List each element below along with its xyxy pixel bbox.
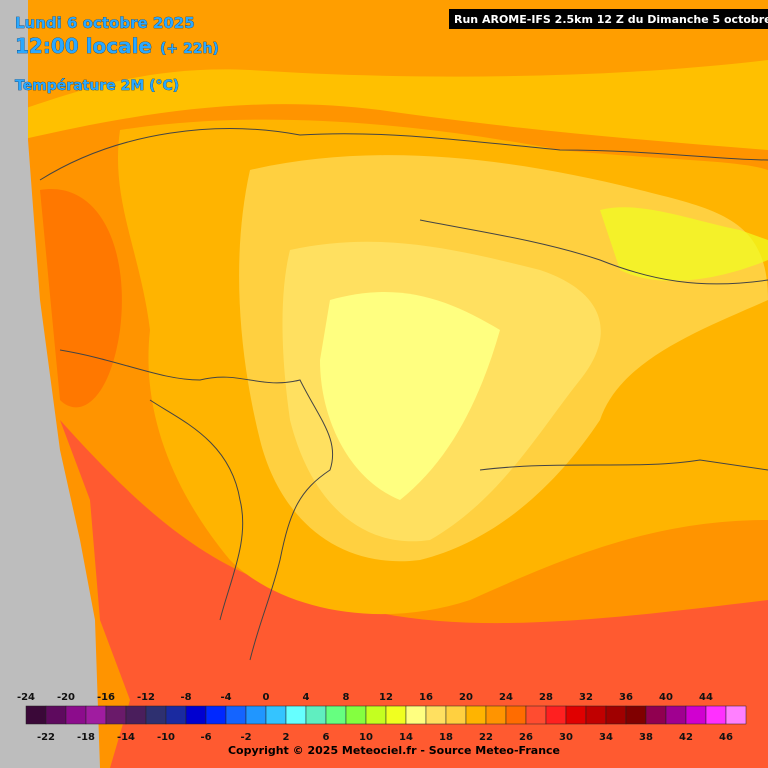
time: 12:00 locale: [15, 34, 152, 58]
legend-label: 2: [283, 732, 290, 743]
legend-swatch: [285, 705, 307, 725]
legend-swatch: [145, 705, 167, 725]
legend-label: 28: [539, 692, 553, 703]
legend-label: -22: [37, 732, 55, 743]
legend-label: -2: [240, 732, 251, 743]
legend-swatch: [185, 705, 207, 725]
legend-swatch: [165, 705, 187, 725]
date: Lundi 6 octobre 2025: [15, 14, 195, 32]
legend-swatch: [645, 705, 667, 725]
legend-label: 34: [599, 732, 613, 743]
legend-swatch: [225, 705, 247, 725]
legend-label: 26: [519, 732, 533, 743]
legend-swatch: [405, 705, 427, 725]
legend-swatch: [205, 705, 227, 725]
mountains: [600, 207, 768, 281]
legend-swatch: [345, 705, 367, 725]
legend-label: 6: [323, 732, 330, 743]
legend-swatch: [485, 705, 507, 725]
legend-swatch: [525, 705, 547, 725]
legend-label: -6: [200, 732, 211, 743]
legend-swatch: [45, 705, 67, 725]
legend-label: 40: [659, 692, 673, 703]
legend-label: -18: [77, 732, 95, 743]
legend-swatch: [465, 705, 487, 725]
legend-label: 12: [379, 692, 393, 703]
legend-swatch: [445, 705, 467, 725]
legend-label: 14: [399, 732, 413, 743]
warm-south: [60, 420, 768, 768]
legend-label: -10: [157, 732, 175, 743]
legend-label: -4: [220, 692, 231, 703]
legend-swatch: [365, 705, 387, 725]
run-box: [449, 9, 768, 29]
legend-swatch: [65, 705, 87, 725]
legend-label: 4: [303, 692, 310, 703]
legend-label: 16: [419, 692, 433, 703]
legend-label: 46: [719, 732, 733, 743]
borders: [39, 128, 768, 661]
legend-swatch: [585, 705, 607, 725]
run-info: Run AROME-IFS 2.5km 12 Z du Dimanche 5 o…: [454, 13, 768, 26]
legend-swatch: [85, 705, 107, 725]
legend-label: 8: [343, 692, 350, 703]
legend-swatch: [625, 705, 647, 725]
legend-label: 44: [699, 692, 713, 703]
legend-swatch: [125, 705, 147, 725]
lead: (+ 22h): [160, 41, 219, 57]
legend-swatch: [665, 705, 687, 725]
legend-swatch: [385, 705, 407, 725]
legend-label: 0: [263, 692, 270, 703]
legend-swatch: [685, 705, 707, 725]
legend-swatch: [705, 705, 727, 725]
plateau-core: [320, 291, 500, 500]
legend-swatch: [325, 705, 347, 725]
legend-swatch: [505, 705, 527, 725]
legend-swatch: [605, 705, 627, 725]
legend-swatch: [305, 705, 327, 725]
copyright: Copyright © 2025 Meteociel.fr - Source M…: [228, 744, 560, 757]
legend-label: -14: [117, 732, 135, 743]
legend-swatch: [545, 705, 567, 725]
legend-swatch: [425, 705, 447, 725]
legend-label: 42: [679, 732, 693, 743]
legend-label: -24: [17, 692, 35, 703]
legend-swatch: [725, 705, 747, 725]
legend-label: 10: [359, 732, 373, 743]
legend-label: 38: [639, 732, 653, 743]
legend-swatch: [265, 705, 287, 725]
legend-label: -8: [180, 692, 191, 703]
legend-label: 30: [559, 732, 573, 743]
legend-label: -20: [57, 692, 75, 703]
legend-label: 22: [479, 732, 493, 743]
legend-label: 24: [499, 692, 513, 703]
legend-swatch: [105, 705, 127, 725]
parameter: Température 2M (°C): [15, 78, 179, 94]
legend-label: 36: [619, 692, 633, 703]
legend-swatch: [565, 705, 587, 725]
legend-label: -12: [137, 692, 155, 703]
legend-label: 32: [579, 692, 593, 703]
legend-label: 18: [439, 732, 453, 743]
ocean-mask: [0, 0, 100, 768]
legend-swatch: [245, 705, 267, 725]
legend-label: -16: [97, 692, 115, 703]
legend-swatch: [25, 705, 47, 725]
legend-label: 20: [459, 692, 473, 703]
coast-warm: [40, 189, 122, 408]
legend: -24-22-20-18-16-14-12-10-8-6-4-202468101…: [17, 692, 747, 743]
